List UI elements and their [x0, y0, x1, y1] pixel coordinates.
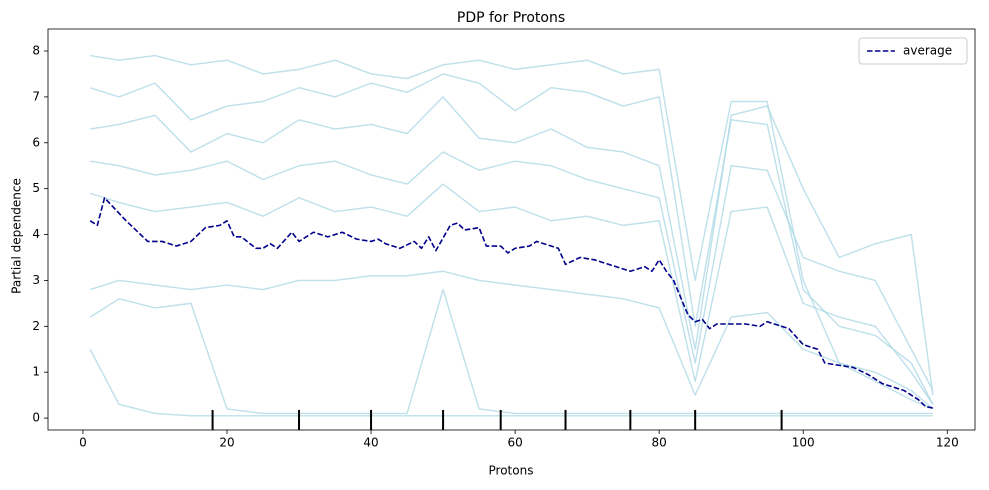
y-tick-label: 4	[32, 227, 40, 241]
y-tick-label: 1	[32, 365, 40, 379]
x-tick-label: 100	[792, 436, 815, 450]
y-tick-label: 6	[32, 135, 40, 149]
axes-frame	[47, 28, 976, 431]
plot-area	[89, 54, 934, 417]
chart-title: PDP for Protons	[457, 10, 565, 26]
ice-line	[90, 54, 934, 410]
ice-line	[89, 73, 934, 405]
ice-line	[89, 270, 934, 410]
ice-line	[90, 96, 934, 396]
legend-box	[858, 37, 968, 65]
y-tick-label: 3	[32, 273, 40, 287]
x-tick-label: 20	[219, 436, 234, 450]
legend-label: average	[903, 44, 952, 58]
x-axis-label: Protons	[489, 464, 534, 478]
y-tick-label: 7	[32, 89, 40, 103]
average-line	[89, 197, 934, 409]
y-tick-label: 5	[32, 181, 40, 195]
ice-line	[90, 151, 934, 391]
x-tick-label: 120	[936, 436, 959, 450]
x-tick-label: 40	[363, 436, 378, 450]
ice-line	[89, 288, 933, 415]
y-tick-label: 2	[32, 319, 40, 333]
x-tick-label: 60	[507, 436, 522, 450]
x-tick-label: 0	[79, 436, 87, 450]
y-tick-label: 0	[32, 411, 40, 425]
ice-line	[89, 348, 933, 417]
ice-line	[89, 183, 934, 405]
y-tick-label: 8	[32, 44, 40, 58]
x-tick-label: 80	[652, 436, 667, 450]
y-axis-label: Partial dependence	[10, 178, 24, 294]
